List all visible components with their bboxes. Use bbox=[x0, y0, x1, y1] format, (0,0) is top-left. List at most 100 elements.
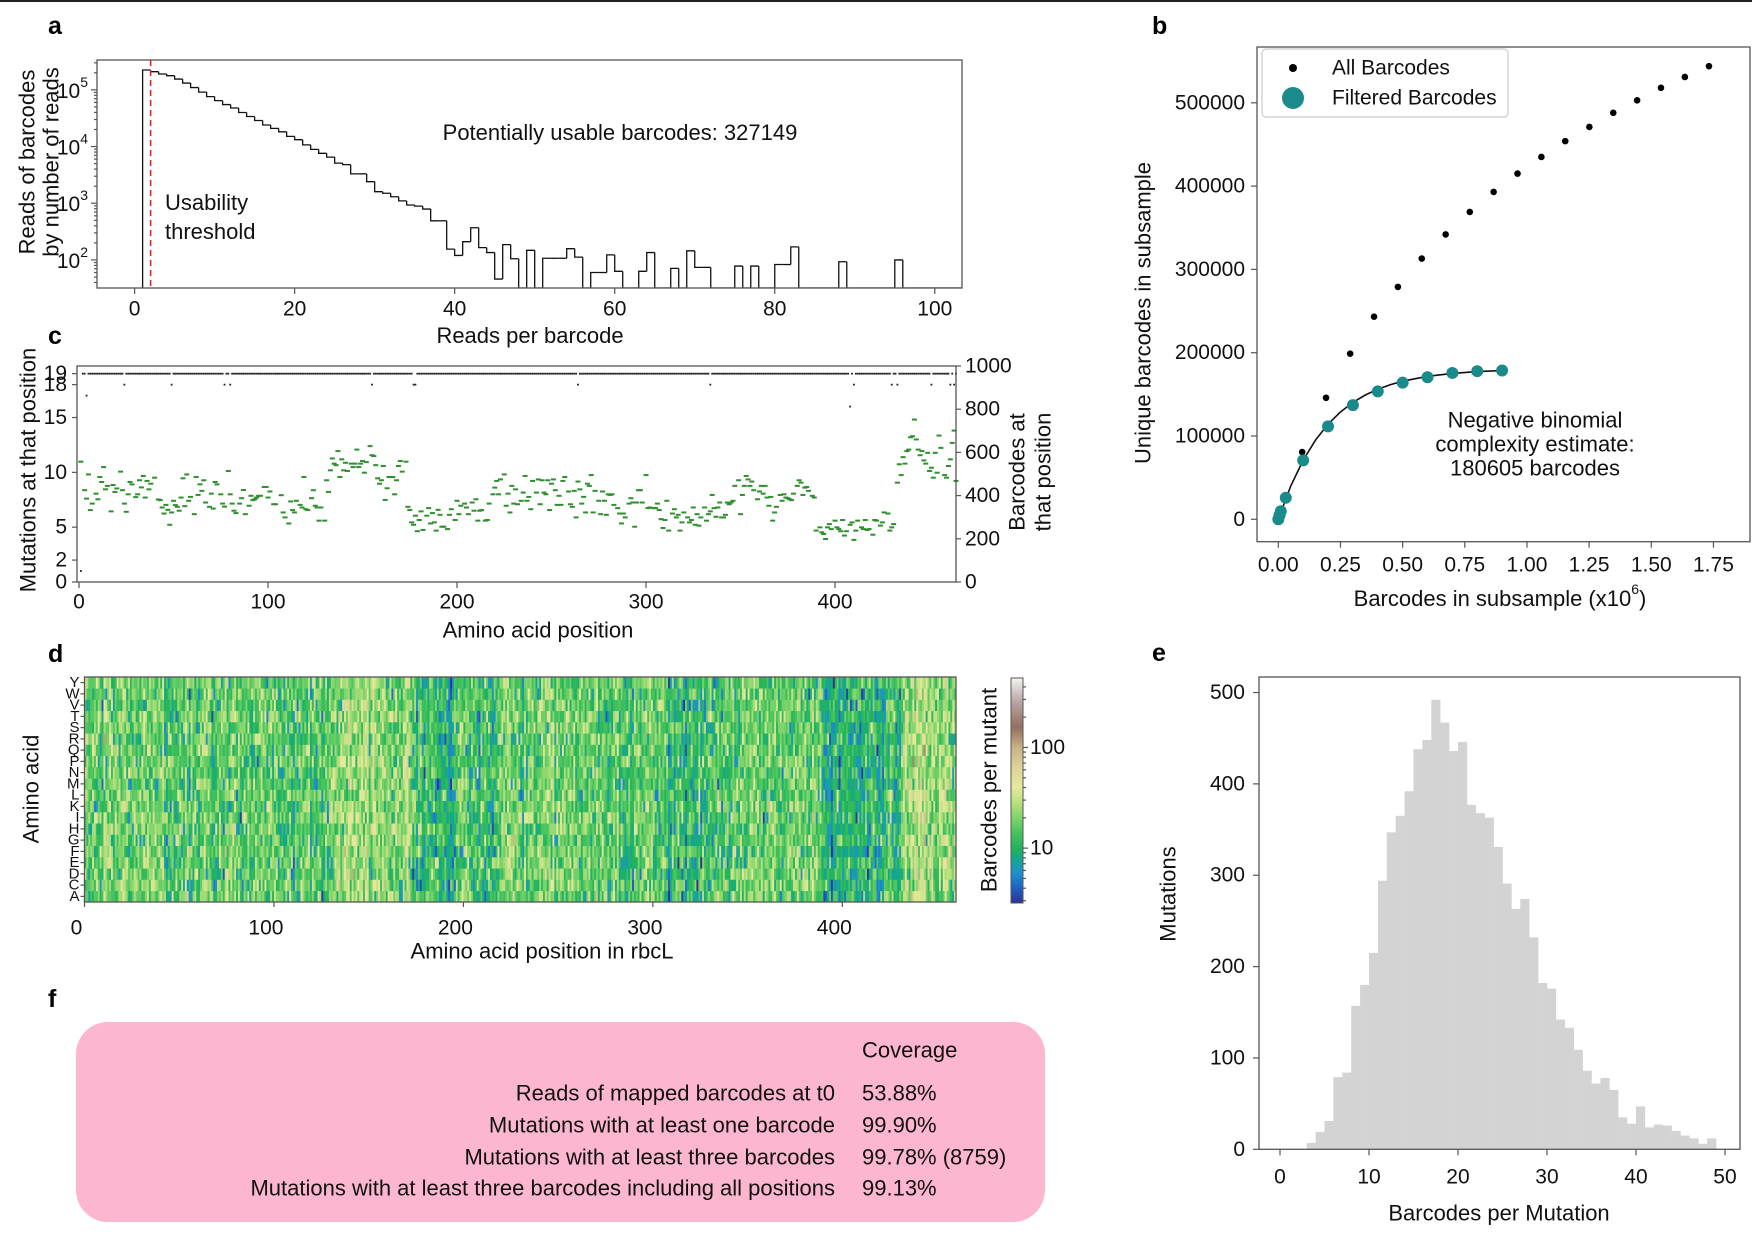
heatmap-cell bbox=[160, 744, 163, 757]
heatmap-cell bbox=[319, 890, 322, 903]
heatmap-cell bbox=[173, 834, 176, 847]
mutation-count-dot bbox=[214, 372, 216, 375]
mutation-count-dot bbox=[352, 372, 354, 375]
heatmap-cell bbox=[347, 778, 351, 790]
point-filtered-barcodes bbox=[1471, 365, 1484, 378]
barcode-count-dash bbox=[327, 469, 333, 472]
heatmap-cell bbox=[133, 733, 136, 745]
heatmap-cell bbox=[340, 879, 343, 892]
heatmap-cell bbox=[207, 722, 210, 734]
complexity-annotation-line3: 180605 barcodes bbox=[1450, 456, 1620, 481]
barcode-count-dash bbox=[887, 529, 893, 532]
heatmap-cell bbox=[93, 767, 97, 779]
heatmap-cell bbox=[309, 890, 313, 903]
heatmap-cell bbox=[327, 688, 330, 700]
heatmap-cell bbox=[359, 755, 362, 768]
heatmap-cell bbox=[92, 823, 95, 835]
heatmap-cell bbox=[368, 710, 371, 723]
heatmap-cell bbox=[268, 744, 271, 757]
heatmap-cell bbox=[309, 834, 313, 847]
heatmap-cell bbox=[165, 778, 169, 790]
heatmap-cell bbox=[334, 812, 337, 824]
heatmap-cell bbox=[249, 868, 252, 880]
heatmap-cell bbox=[133, 857, 136, 869]
heatmap-cell bbox=[370, 834, 373, 847]
x-axis-label-close: ) bbox=[1639, 586, 1646, 611]
heatmap-cell bbox=[215, 677, 218, 689]
heatmap-cell bbox=[203, 688, 207, 700]
heatmap-cell bbox=[385, 688, 388, 700]
heatmap-cell bbox=[128, 879, 131, 892]
heatmap-cell bbox=[222, 722, 226, 734]
heatmap-cell bbox=[344, 789, 347, 802]
heatmap-cell bbox=[270, 733, 273, 745]
heatmap-cell bbox=[277, 879, 280, 892]
heatmap-cell bbox=[442, 890, 445, 903]
heatmap-cell bbox=[215, 767, 218, 779]
heatmap-cell bbox=[103, 688, 106, 700]
heatmap-cell bbox=[353, 722, 356, 734]
heatmap-cell bbox=[198, 710, 201, 723]
heatmap-cell bbox=[368, 733, 371, 745]
heatmap-cell bbox=[167, 868, 171, 880]
heatmap-cell bbox=[393, 733, 396, 745]
barcode-count-dash bbox=[552, 489, 558, 492]
heatmap-cell bbox=[287, 812, 290, 824]
mutation-count-dot bbox=[726, 372, 729, 375]
heatmap-cell bbox=[247, 879, 250, 892]
heatmap-cell bbox=[181, 677, 184, 689]
barcode-count-dash bbox=[496, 493, 502, 496]
heatmap-cell bbox=[169, 744, 172, 757]
point-filtered-barcodes bbox=[1274, 505, 1287, 518]
barcode-count-dash bbox=[853, 529, 859, 532]
heatmap-cell bbox=[357, 834, 360, 847]
heatmap-cell bbox=[211, 868, 214, 880]
heatmap-cell bbox=[200, 722, 203, 734]
heatmap-cell bbox=[304, 823, 307, 835]
heatmap-cell bbox=[207, 812, 210, 824]
point-all-barcodes bbox=[1586, 123, 1593, 131]
barcode-count-dash bbox=[310, 489, 316, 492]
heatmap-cell bbox=[273, 710, 277, 723]
heatmap-cell bbox=[152, 710, 155, 723]
barcode-count-dash bbox=[286, 522, 292, 525]
heatmap-cell bbox=[183, 789, 186, 802]
heatmap-cell bbox=[116, 800, 119, 813]
heatmap-cell bbox=[355, 800, 358, 813]
heatmap-cell bbox=[425, 789, 428, 802]
heatmap-cell bbox=[272, 778, 275, 790]
heatmap-cell bbox=[275, 812, 279, 824]
heatmap-cell bbox=[219, 890, 222, 903]
heatmap-cell bbox=[425, 722, 428, 734]
heatmap-cell bbox=[158, 834, 161, 847]
heatmap-cell bbox=[196, 812, 199, 824]
x-axis-label-exponent: 6 bbox=[1631, 581, 1639, 597]
heatmap-cell bbox=[332, 800, 335, 813]
heatmap-cell bbox=[421, 722, 424, 734]
heatmap-cell bbox=[241, 834, 244, 847]
heatmap-cell bbox=[156, 834, 159, 847]
heatmap-cell bbox=[122, 868, 125, 880]
heatmap-cell bbox=[84, 744, 87, 757]
heatmap-cell bbox=[247, 722, 250, 734]
heatmap-cell bbox=[351, 767, 354, 779]
heatmap-cell bbox=[215, 778, 218, 790]
heatmap-cell bbox=[86, 890, 89, 903]
heatmap-cell bbox=[364, 778, 368, 790]
heatmap-cell bbox=[126, 755, 129, 768]
heatmap-cell bbox=[122, 744, 125, 757]
barcode-count-dash bbox=[666, 529, 672, 532]
heatmap-cell bbox=[372, 845, 375, 858]
barcode-count-dash bbox=[208, 492, 214, 495]
mutation-count-dot bbox=[830, 372, 833, 375]
heatmap-cell bbox=[188, 834, 191, 847]
heatmap-cell bbox=[129, 834, 133, 847]
heatmap-cell bbox=[419, 722, 423, 734]
heatmap-cell bbox=[232, 845, 235, 858]
heatmap-cell bbox=[402, 722, 406, 734]
heatmap-cell bbox=[438, 755, 442, 768]
heatmap-cell bbox=[116, 834, 119, 847]
mutation-count-dot bbox=[163, 372, 165, 375]
heatmap-cell bbox=[116, 789, 119, 802]
